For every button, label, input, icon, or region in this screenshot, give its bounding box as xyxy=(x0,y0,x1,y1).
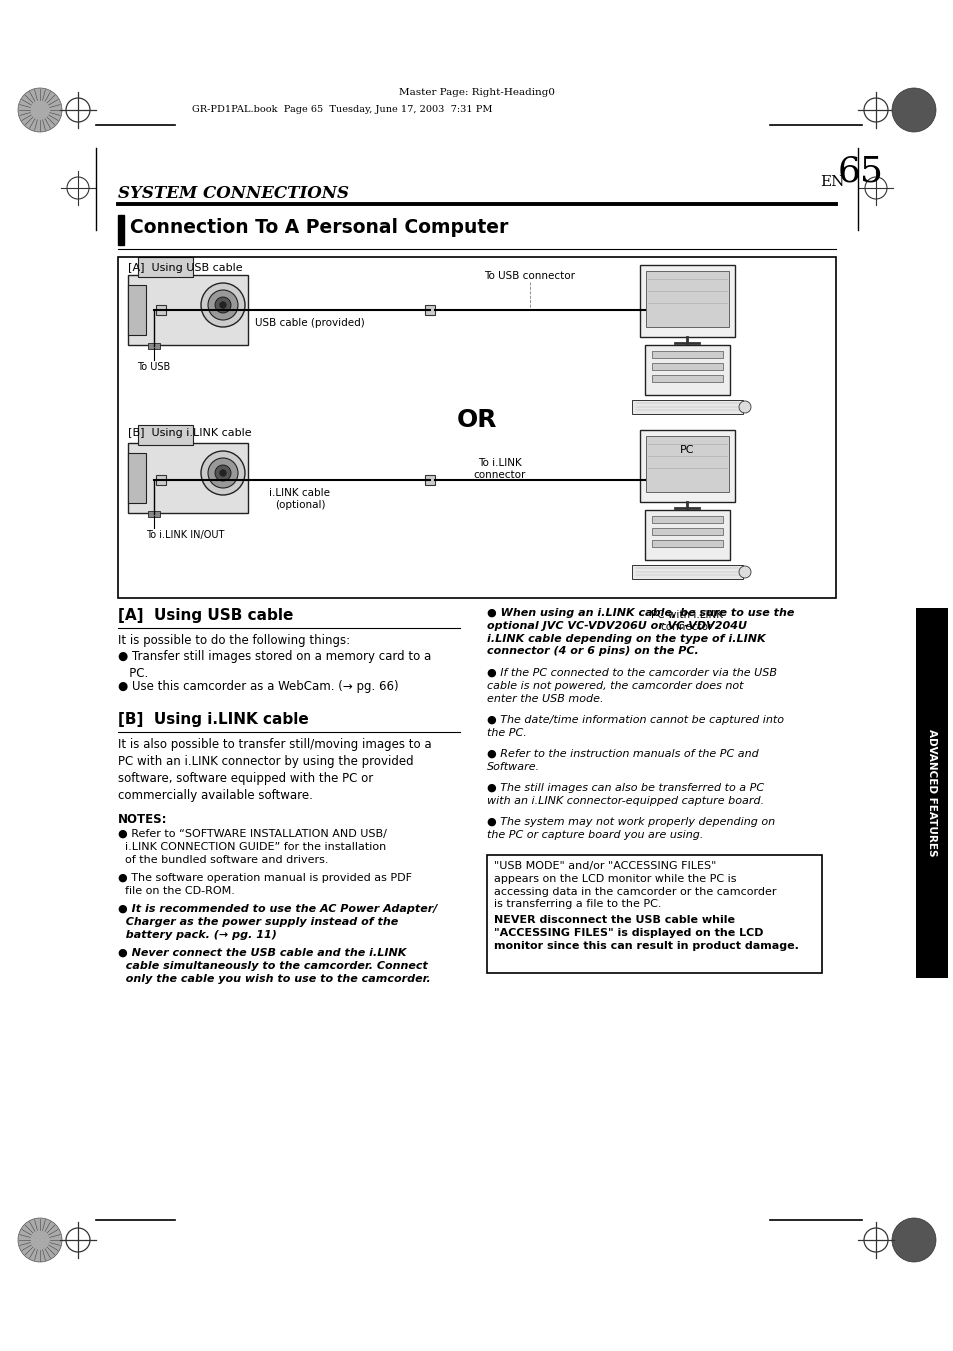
Text: GR-PD1PAL.book  Page 65  Tuesday, June 17, 2003  7:31 PM: GR-PD1PAL.book Page 65 Tuesday, June 17,… xyxy=(192,105,492,115)
Bar xyxy=(138,426,193,444)
Text: To i.LINK IN/OUT: To i.LINK IN/OUT xyxy=(146,530,224,540)
Text: ● Never connect the USB cable and the i.LINK
  cable simultaneously to the camco: ● Never connect the USB cable and the i.… xyxy=(118,948,431,984)
Bar xyxy=(156,476,166,485)
Text: Connection To A Personal Computer: Connection To A Personal Computer xyxy=(130,218,508,236)
Text: OR: OR xyxy=(456,408,497,432)
Bar xyxy=(644,509,729,561)
Circle shape xyxy=(208,290,237,320)
Text: ● Refer to the instruction manuals of the PC and
Software.: ● Refer to the instruction manuals of th… xyxy=(486,748,758,771)
Bar xyxy=(915,608,947,978)
Bar xyxy=(156,305,166,315)
Bar xyxy=(651,540,722,547)
Bar xyxy=(639,265,734,336)
Text: i.LINK cable
(optional): i.LINK cable (optional) xyxy=(269,488,330,509)
Circle shape xyxy=(208,458,237,488)
Text: [A]  Using USB cable: [A] Using USB cable xyxy=(128,263,242,273)
Circle shape xyxy=(220,470,226,476)
Bar xyxy=(128,276,248,345)
Bar xyxy=(644,345,729,394)
Text: To USB connector: To USB connector xyxy=(484,272,575,281)
Text: ● The date/time information cannot be captured into
the PC.: ● The date/time information cannot be ca… xyxy=(486,715,783,738)
Text: ● The system may not work properly depending on
the PC or capture board you are : ● The system may not work properly depen… xyxy=(486,817,774,840)
Bar xyxy=(651,351,722,358)
Circle shape xyxy=(201,451,245,494)
Text: ● When using an i.LINK cable, be sure to use the
optional JVC VC-VDV206U or VC-V: ● When using an i.LINK cable, be sure to… xyxy=(486,608,794,657)
Text: NEVER disconnect the USB cable while
"ACCESSING FILES" is displayed on the LCD
m: NEVER disconnect the USB cable while "AC… xyxy=(494,915,798,951)
Text: [B]  Using i.LINK cable: [B] Using i.LINK cable xyxy=(118,712,309,727)
Text: ● Refer to “SOFTWARE INSTALLATION AND USB/
  i.LINK CONNECTION GUIDE” for the in: ● Refer to “SOFTWARE INSTALLATION AND US… xyxy=(118,830,387,865)
Text: ● Use this camcorder as a WebCam. (→ pg. 66): ● Use this camcorder as a WebCam. (→ pg.… xyxy=(118,680,398,693)
Bar xyxy=(651,376,722,382)
Text: 65: 65 xyxy=(837,155,883,189)
Bar xyxy=(128,453,146,503)
Circle shape xyxy=(891,1219,935,1262)
Text: EN: EN xyxy=(820,176,843,189)
Circle shape xyxy=(214,465,231,481)
Bar xyxy=(631,400,742,413)
Text: ● The still images can also be transferred to a PC
with an i.LINK connector-equi: ● The still images can also be transferr… xyxy=(486,784,763,805)
Bar xyxy=(424,305,435,315)
Circle shape xyxy=(739,566,750,578)
Bar xyxy=(128,443,248,513)
Bar xyxy=(128,285,146,335)
Bar xyxy=(486,855,821,973)
Text: To USB: To USB xyxy=(137,362,171,372)
Circle shape xyxy=(18,1219,62,1262)
Text: ● Transfer still images stored on a memory card to a
   PC.: ● Transfer still images stored on a memo… xyxy=(118,650,431,680)
Circle shape xyxy=(214,297,231,313)
Text: SYSTEM CONNECTIONS: SYSTEM CONNECTIONS xyxy=(118,185,349,201)
Text: PC: PC xyxy=(679,444,694,455)
Text: PC with i.LINK
connector: PC with i.LINK connector xyxy=(650,611,722,632)
Bar xyxy=(645,436,728,492)
Circle shape xyxy=(891,88,935,132)
Bar xyxy=(118,257,835,598)
Bar xyxy=(148,511,160,517)
Bar xyxy=(631,565,742,580)
Bar xyxy=(651,363,722,370)
Text: It is possible to do the following things:: It is possible to do the following thing… xyxy=(118,634,350,647)
Text: ADVANCED FEATURES: ADVANCED FEATURES xyxy=(926,730,936,857)
Circle shape xyxy=(220,303,226,308)
Circle shape xyxy=(18,88,62,132)
Bar xyxy=(651,516,722,523)
Text: NOTES:: NOTES: xyxy=(118,813,168,825)
Bar xyxy=(645,272,728,327)
Text: [A]  Using USB cable: [A] Using USB cable xyxy=(118,608,294,623)
Text: Master Page: Right-Heading0: Master Page: Right-Heading0 xyxy=(398,88,555,97)
Text: To i.LINK
connector: To i.LINK connector xyxy=(474,458,526,480)
Circle shape xyxy=(201,282,245,327)
Bar xyxy=(639,430,734,503)
Text: ● It is recommended to use the AC Power Adapter/
  Charger as the power supply i: ● It is recommended to use the AC Power … xyxy=(118,904,436,939)
Text: ● The software operation manual is provided as PDF
  file on the CD-ROM.: ● The software operation manual is provi… xyxy=(118,873,412,896)
Circle shape xyxy=(739,401,750,413)
Bar xyxy=(118,215,124,245)
Bar xyxy=(424,476,435,485)
Bar xyxy=(148,343,160,349)
Text: It is also possible to transfer still/moving images to a
PC with an i.LINK conne: It is also possible to transfer still/mo… xyxy=(118,738,431,802)
Text: ● If the PC connected to the camcorder via the USB
cable is not powered, the cam: ● If the PC connected to the camcorder v… xyxy=(486,667,776,704)
Text: "USB MODE" and/or "ACCESSING FILES"
appears on the LCD monitor while the PC is
a: "USB MODE" and/or "ACCESSING FILES" appe… xyxy=(494,861,776,909)
Bar xyxy=(651,528,722,535)
Bar xyxy=(138,257,193,277)
Text: [B]  Using i.LINK cable: [B] Using i.LINK cable xyxy=(128,428,252,438)
Text: USB cable (provided): USB cable (provided) xyxy=(254,317,364,328)
